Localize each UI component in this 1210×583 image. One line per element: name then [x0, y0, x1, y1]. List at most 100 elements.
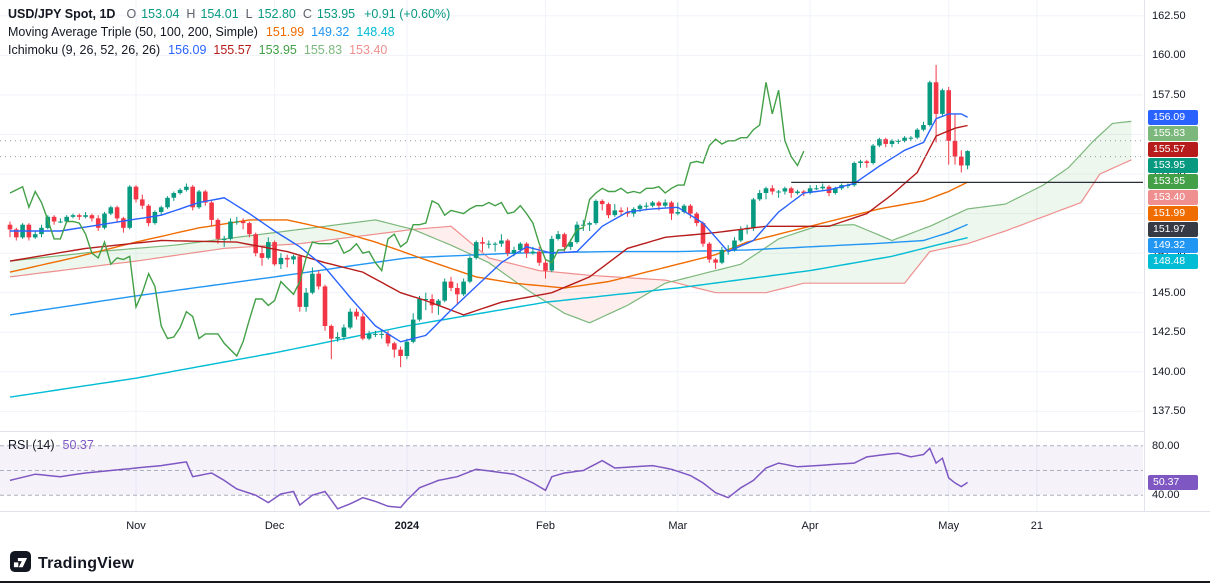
- low-value: 152.80: [257, 7, 296, 21]
- candle-body: [725, 250, 731, 251]
- candle-body: [32, 234, 38, 238]
- ichimoku-values: 156.09 155.57 153.95 155.83 153.40: [168, 43, 387, 57]
- candle-body: [89, 215, 95, 219]
- candle-body: [763, 188, 769, 193]
- time-axis-label: 2024: [394, 520, 420, 532]
- candle-body: [518, 243, 523, 250]
- candle-body: [442, 281, 447, 301]
- candle-body: [316, 273, 321, 287]
- candle-body: [58, 221, 63, 223]
- candle-body: [543, 262, 548, 271]
- candle-body: [404, 341, 410, 356]
- ma-indicator-row[interactable]: Moving Average Triple (50, 100, 200, Sim…: [8, 23, 450, 41]
- candle-body: [486, 243, 492, 245]
- candle-body: [770, 188, 775, 192]
- candle-body: [133, 186, 139, 200]
- candle-body: [45, 216, 51, 228]
- footer: TradingView: [10, 551, 134, 577]
- candle-body: [221, 238, 227, 240]
- indicator-value: 151.99: [265, 25, 305, 39]
- time-axis-label: Mar: [668, 520, 688, 532]
- candle-body: [965, 151, 970, 166]
- candle-body: [656, 202, 662, 206]
- ichimoku-indicator-title: Ichimoku (9, 26, 52, 26, 26): [8, 43, 161, 57]
- candle-body: [467, 257, 473, 282]
- candle-body: [196, 191, 202, 208]
- sma100-line: [9, 223, 968, 316]
- candle-body: [914, 129, 920, 138]
- candle-body: [896, 140, 901, 142]
- kijun-line: [9, 124, 968, 316]
- high-label: H: [186, 7, 196, 21]
- candle-body: [833, 188, 838, 193]
- candle-body: [354, 311, 359, 317]
- ichimoku-indicator-row[interactable]: Ichimoku (9, 26, 52, 26, 26) 156.09 155.5…: [8, 41, 450, 59]
- price-badge: 155.57: [1148, 141, 1198, 157]
- rsi-pane[interactable]: [0, 432, 1143, 511]
- candle-body: [215, 219, 221, 239]
- candle-body: [511, 250, 517, 254]
- candle-body: [587, 223, 592, 225]
- candle-body: [448, 281, 454, 288]
- candle-body: [505, 240, 510, 254]
- candle-body: [921, 125, 926, 130]
- candle-body: [662, 202, 668, 206]
- rsi-indicator-row[interactable]: RSI (14) 50.37: [8, 436, 94, 454]
- candle-body: [524, 243, 529, 254]
- candle-body: [782, 188, 788, 192]
- chart-legend: USD/JPY Spot, 1D O 153.04 H 154.01 L 152.80…: [8, 5, 450, 59]
- candle-body: [927, 82, 933, 125]
- ma-values: 151.99 149.32 148.48: [266, 25, 395, 39]
- pane-separator[interactable]: [0, 431, 1210, 432]
- tenkan-line: [10, 113, 968, 343]
- price-badge: 149.32: [1148, 237, 1198, 253]
- candle-body: [379, 333, 384, 335]
- candle-body: [455, 288, 460, 295]
- candle-body: [341, 327, 347, 337]
- candle-body: [908, 137, 914, 139]
- candle-body: [240, 221, 246, 224]
- time-axis[interactable]: Nov Dec 2024 Feb Mar Apr May 21: [0, 512, 1143, 546]
- candle-body: [473, 242, 479, 258]
- tradingview-logo-icon[interactable]: [10, 551, 31, 577]
- candle-body: [788, 188, 794, 193]
- close-value: 153.95: [316, 7, 356, 21]
- candle-body: [851, 163, 857, 186]
- candle-body: [127, 186, 132, 228]
- candle-body: [423, 299, 429, 300]
- candle-body: [322, 286, 328, 326]
- main-chart-pane[interactable]: [0, 0, 1143, 431]
- candle-body: [140, 199, 145, 206]
- indicator-value: 148.48: [356, 25, 395, 39]
- price-tick-label: 145.00: [1152, 286, 1186, 299]
- rsi-legend: RSI (14) 50.37: [8, 436, 94, 454]
- ma-indicator-title: Moving Average Triple (50, 100, 200, Sim…: [8, 25, 258, 39]
- brand-name[interactable]: TradingView: [38, 555, 135, 572]
- candle-body: [738, 229, 744, 241]
- candle-body: [593, 200, 599, 224]
- rsi-canvas[interactable]: [0, 432, 1143, 511]
- candle-body: [599, 200, 605, 205]
- rsi-tick-label: 80.00: [1152, 439, 1180, 452]
- candle-body: [688, 205, 693, 214]
- change-value: +0.91 (+0.60%): [364, 7, 451, 21]
- symbol-row[interactable]: USD/JPY Spot, 1D O 153.04 H 154.01 L 152.80…: [8, 5, 450, 23]
- candle-body: [177, 189, 183, 194]
- main-chart-canvas[interactable]: [0, 0, 1143, 431]
- candle-body: [284, 257, 290, 260]
- time-axis-label: Dec: [264, 520, 285, 532]
- candle-body: [858, 161, 863, 163]
- candle-body: [889, 140, 895, 144]
- candle-body: [417, 299, 422, 320]
- candle-body: [606, 204, 611, 216]
- candle-body: [637, 205, 643, 209]
- close-label: C: [302, 7, 312, 21]
- candle-body: [883, 139, 888, 144]
- candle-body: [310, 273, 315, 293]
- candle-body: [360, 316, 366, 339]
- time-axis-label: Feb: [536, 520, 555, 532]
- candle-body: [549, 238, 555, 271]
- candle-body: [952, 140, 958, 157]
- candle-body: [184, 186, 189, 190]
- price-scale[interactable]: 162.50160.00157.50155.00152.50150.00147.…: [1144, 0, 1210, 511]
